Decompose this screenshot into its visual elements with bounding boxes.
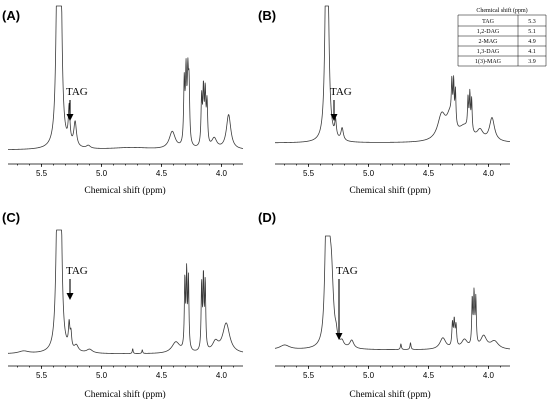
tag-arrow-c xyxy=(66,279,74,300)
panel-c: (C) 5.5 5.0 4.5 4.0 Chemical shift (ppm) TA… xyxy=(2,210,244,400)
x-tick-label: 5.0 xyxy=(96,371,108,380)
panel-label-c: (C) xyxy=(2,210,20,225)
table-row-value: 3.9 xyxy=(528,59,536,65)
x-tick-label: 4.0 xyxy=(483,371,495,380)
table-row-label: 1,2-DAG xyxy=(477,29,500,35)
table-row-label: 2-MAG xyxy=(479,39,499,45)
x-ticks-b: 5.5 5.0 4.5 4.0 xyxy=(284,164,501,178)
tag-label-c: TAG xyxy=(66,265,88,277)
panel-label-d: (D) xyxy=(258,210,276,225)
x-axis-title-b: Chemical shift (ppm) xyxy=(349,185,430,196)
x-tick-label: 4.5 xyxy=(423,371,435,380)
tag-label-d: TAG xyxy=(336,265,358,277)
table-row-label: 1,3-DAG xyxy=(477,49,500,55)
x-ticks-d: 5.5 5.0 4.5 4.0 xyxy=(284,366,501,380)
x-tick-label: 5.0 xyxy=(363,371,375,380)
spectrum-trace-a xyxy=(7,5,244,150)
table-row-value: 4.1 xyxy=(528,49,536,55)
x-tick-label: 5.5 xyxy=(36,169,48,178)
x-tick-label: 5.5 xyxy=(303,371,315,380)
spectrum-trace-c xyxy=(7,229,244,354)
x-axis-title-a: Chemical shift (ppm) xyxy=(84,185,165,196)
x-tick-label: 4.0 xyxy=(216,169,228,178)
spectrum-trace-d xyxy=(274,235,511,350)
x-tick-label: 4.0 xyxy=(483,169,495,178)
table-header: Chemical shift (ppm) xyxy=(476,7,527,14)
panel-d: (D) 5.5 5.0 4.5 4.0 Chemical shift (ppm) TA… xyxy=(258,210,511,400)
tag-arrow-b xyxy=(330,100,338,121)
spectrum-trace-b xyxy=(274,5,511,144)
panel-b: (B) 5.5 5.0 4.5 4.0 Chemical shift (ppm) TA… xyxy=(258,5,511,196)
x-tick-label: 4.5 xyxy=(423,169,435,178)
table-row-value: 5.3 xyxy=(528,19,536,25)
x-tick-label: 5.5 xyxy=(36,371,48,380)
x-tick-label: 4.5 xyxy=(156,371,168,380)
panel-label-b: (B) xyxy=(258,8,276,23)
tag-arrow-d xyxy=(335,279,343,340)
table-row-value: 5.1 xyxy=(528,29,536,35)
x-tick-label: 5.0 xyxy=(96,169,108,178)
table-row-label: TAG xyxy=(482,19,495,25)
table-row-value: 4.9 xyxy=(528,39,536,45)
table-row-label: 1(3)-MAG xyxy=(475,58,502,65)
x-tick-label: 5.5 xyxy=(303,169,315,178)
tag-label-a: TAG xyxy=(66,86,88,98)
x-tick-label: 4.0 xyxy=(216,371,228,380)
chemical-shift-table: Chemical shift (ppm) TAG 5.3 1,2-DAG 5.1… xyxy=(457,7,547,67)
x-axis-title-c: Chemical shift (ppm) xyxy=(84,389,165,400)
panel-label-a: (A) xyxy=(2,8,20,23)
x-axis-title-d: Chemical shift (ppm) xyxy=(349,389,430,400)
tag-label-b: TAG xyxy=(330,86,352,98)
x-ticks-c: 5.5 5.0 4.5 4.0 xyxy=(17,366,234,380)
x-tick-label: 4.5 xyxy=(156,169,168,178)
tag-arrow-a xyxy=(66,100,74,121)
panel-a: (A) 5.5 5.0 4.5 4.0 Chemical shift (ppm) TA… xyxy=(2,5,244,196)
x-ticks-a: 5.5 5.0 4.5 4.0 xyxy=(17,164,234,178)
x-tick-label: 5.0 xyxy=(363,169,375,178)
